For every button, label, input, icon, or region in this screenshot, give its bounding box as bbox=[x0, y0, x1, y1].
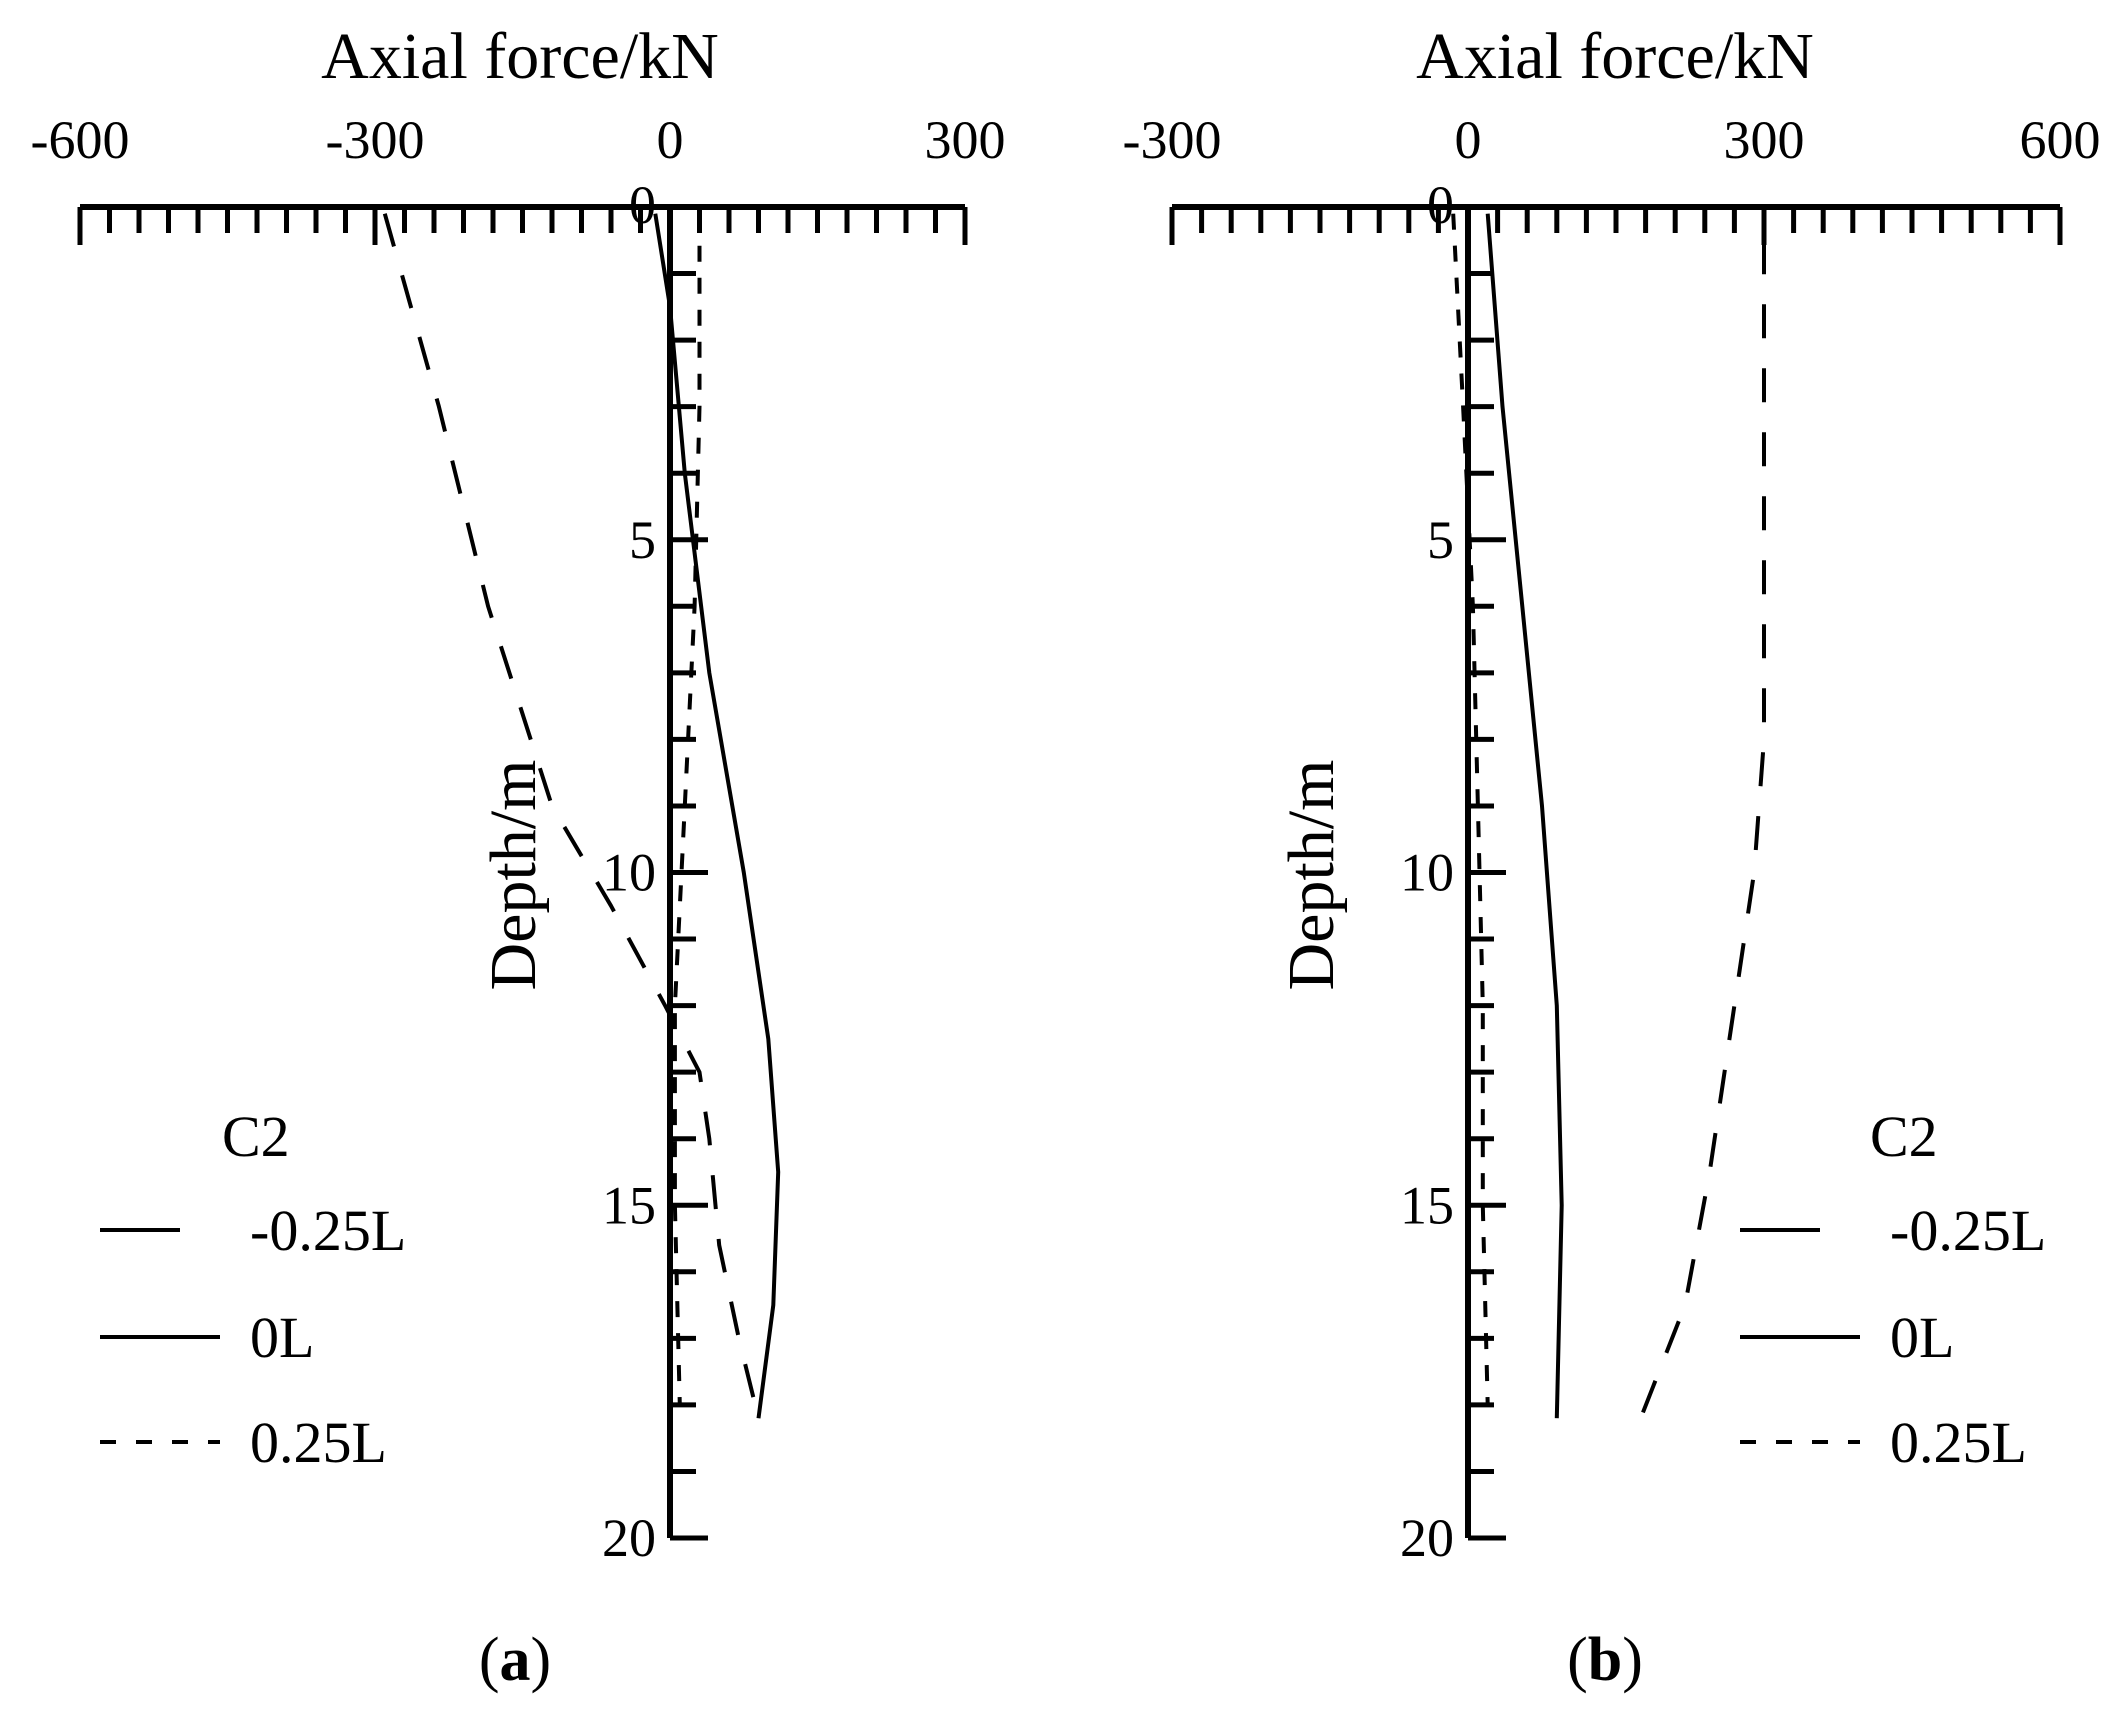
y-tick-label: 10 bbox=[602, 843, 656, 903]
y-tick-label: 0 bbox=[629, 175, 656, 235]
panel-a-x-axis-title: Axial force/kN bbox=[321, 20, 719, 93]
x-tick-label: 300 bbox=[925, 110, 1006, 170]
x-tick-label: 300 bbox=[1724, 110, 1805, 170]
panel-b-x-axis-title: Axial force/kN bbox=[1416, 20, 1814, 93]
panel-a-legend: -0.25L 0L 0.25L bbox=[100, 1198, 406, 1475]
panel-a-caption: (a) bbox=[479, 1626, 551, 1694]
series-line-0L bbox=[1485, 213, 1564, 1419]
y-tick-label: 15 bbox=[602, 1175, 656, 1235]
y-tick-label: 10 bbox=[1400, 843, 1454, 903]
y-tick-label: 5 bbox=[629, 510, 656, 570]
y-tick-label: 20 bbox=[1400, 1508, 1454, 1568]
panel-a-plot-area: -600 -300 0 300 0 5 10 15 20 bbox=[31, 110, 1006, 1568]
panel-a: Axial force/kN Depth/m -600 -300 0 300 0 5 10 1… bbox=[31, 20, 1006, 1694]
panel-a-legend-title: C2 bbox=[222, 1104, 290, 1169]
panel-a-y-axis-title: Depth/m bbox=[477, 760, 550, 991]
series-line-0L bbox=[653, 213, 781, 1419]
panel-b: Axial force/kN Depth/m -300 0 300 600 0 5 10 15… bbox=[1123, 20, 2101, 1694]
x-tick-label: 0 bbox=[1455, 110, 1482, 170]
x-tick-label: 600 bbox=[2020, 110, 2101, 170]
y-tick-label: 20 bbox=[602, 1508, 656, 1568]
panel-b-legend: -0.25L 0L 0.25L bbox=[1740, 1198, 2046, 1475]
y-tick-label: 5 bbox=[1427, 510, 1454, 570]
panel-b-caption-letter: b bbox=[1588, 1626, 1622, 1694]
panel-b-caption: (b) bbox=[1567, 1626, 1643, 1694]
legend-label: 0L bbox=[250, 1305, 314, 1370]
series-line-0-25L bbox=[1451, 213, 1490, 1405]
y-tick-label: 0 bbox=[1427, 175, 1454, 235]
x-tick-label: -300 bbox=[326, 110, 425, 170]
x-tick-label: 0 bbox=[657, 110, 684, 170]
x-tick-label: -300 bbox=[1123, 110, 1222, 170]
x-tick-label: -600 bbox=[31, 110, 130, 170]
series-line-0-25L bbox=[382, 213, 761, 1419]
panel-a-caption-letter: a bbox=[500, 1626, 531, 1694]
series-line-0-25L bbox=[672, 213, 702, 1405]
series-line-0-25L bbox=[1638, 240, 1766, 1419]
legend-label: -0.25L bbox=[1890, 1198, 2046, 1263]
panel-b-legend-title: C2 bbox=[1870, 1104, 1938, 1169]
legend-label: 0.25L bbox=[250, 1410, 387, 1475]
panel-b-y-axis-title: Depth/m bbox=[1275, 760, 1348, 991]
y-tick-label: 15 bbox=[1400, 1175, 1454, 1235]
legend-label: 0L bbox=[1890, 1305, 1954, 1370]
panel-b-plot-area: -300 0 300 600 0 5 10 15 20 bbox=[1123, 110, 2101, 1568]
legend-label: 0.25L bbox=[1890, 1410, 2027, 1475]
legend-label: -0.25L bbox=[250, 1198, 406, 1263]
